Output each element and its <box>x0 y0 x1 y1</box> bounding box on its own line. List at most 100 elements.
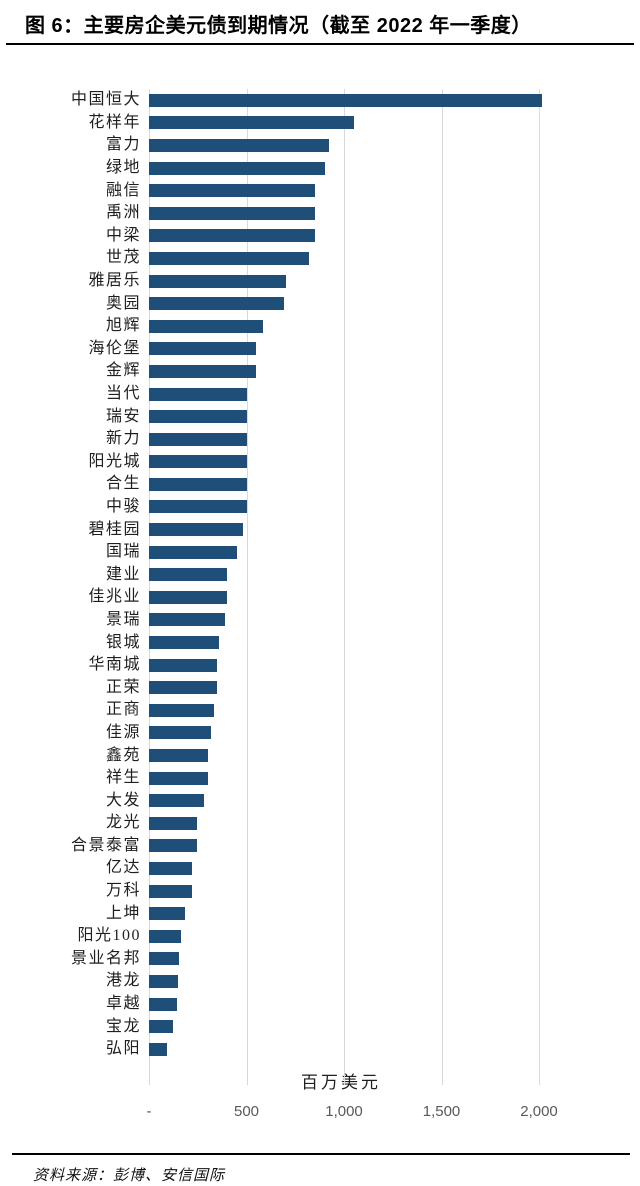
bar-row: 景瑞 <box>0 609 640 632</box>
footer-divider <box>12 1153 630 1155</box>
bar <box>149 500 247 514</box>
bar <box>149 613 226 627</box>
bar <box>149 206 315 220</box>
bar <box>149 568 227 582</box>
bar-track <box>149 364 640 378</box>
category-label: 雅居乐 <box>88 272 141 290</box>
bar <box>149 477 247 491</box>
category-label: 建业 <box>105 565 141 583</box>
bar <box>149 861 192 875</box>
bar-track <box>149 703 640 717</box>
bar-track <box>149 658 640 672</box>
bar-row: 禹洲 <box>0 202 640 225</box>
bar-track <box>149 274 640 288</box>
category-label: 景瑞 <box>105 610 141 628</box>
bar-track <box>149 952 640 966</box>
grid-line <box>344 89 345 1085</box>
bar-row: 世茂 <box>0 247 640 270</box>
bar-row: 大发 <box>0 789 640 812</box>
bar <box>149 410 247 424</box>
bar <box>149 907 186 921</box>
bar <box>149 771 208 785</box>
bar <box>149 658 218 672</box>
bar-row: 龙光 <box>0 812 640 835</box>
bar-row: 正荣 <box>0 676 640 699</box>
bar-track <box>149 500 640 514</box>
bar-track <box>149 771 640 785</box>
category-label: 正荣 <box>105 678 141 696</box>
x-axis-title: 百万美元 <box>301 1073 381 1092</box>
bar-row: 融信 <box>0 179 640 202</box>
bar-track <box>149 523 640 537</box>
category-label: 新力 <box>105 430 141 448</box>
bar-track <box>149 861 640 875</box>
bar-track <box>149 319 640 333</box>
category-label: 祥生 <box>105 769 141 787</box>
bar-row: 国瑞 <box>0 541 640 564</box>
bar-track <box>149 206 640 220</box>
bar-track <box>149 229 640 243</box>
category-label: 中国恒大 <box>70 91 141 109</box>
bar <box>149 184 315 198</box>
x-tick-label: 2,000 <box>520 1102 558 1120</box>
category-label: 卓越 <box>105 995 141 1013</box>
bar-row: 万科 <box>0 880 640 903</box>
bar-row: 港龙 <box>0 970 640 993</box>
category-label: 中梁 <box>105 226 141 244</box>
bar-row: 景业名邦 <box>0 948 640 971</box>
category-label: 禹洲 <box>105 204 141 222</box>
category-label: 银城 <box>105 633 141 651</box>
bar-row: 鑫苑 <box>0 744 640 767</box>
grid-line <box>149 89 150 1085</box>
bar <box>149 590 227 604</box>
grid-line <box>441 89 443 1085</box>
category-label: 金辉 <box>105 362 141 380</box>
bar-track <box>149 929 640 943</box>
bar-row: 亿达 <box>0 857 640 880</box>
category-label: 合生 <box>105 475 141 493</box>
bar <box>149 929 182 943</box>
category-label: 鑫苑 <box>105 746 141 764</box>
bar-track <box>149 138 640 152</box>
x-tick-label: - <box>146 1102 152 1120</box>
bar-track <box>149 387 640 401</box>
x-tick-label: 1,500 <box>422 1102 461 1120</box>
bar-row: 祥生 <box>0 767 640 790</box>
bar-row: 绿地 <box>0 157 640 180</box>
category-label: 融信 <box>105 181 141 199</box>
category-label: 宝龙 <box>105 1017 141 1035</box>
bar-row: 卓越 <box>0 993 640 1016</box>
bar-track <box>149 184 640 198</box>
category-label: 合景泰富 <box>70 836 141 854</box>
category-label: 大发 <box>105 791 141 809</box>
bar-track <box>149 681 640 695</box>
category-label: 华南城 <box>88 656 141 674</box>
bar-row: 碧桂园 <box>0 518 640 541</box>
bar <box>149 342 257 356</box>
grid-line <box>539 89 540 1085</box>
bar-row: 建业 <box>0 563 640 586</box>
bar-row: 旭辉 <box>0 315 640 338</box>
bar <box>149 997 178 1011</box>
bar <box>149 251 309 265</box>
bar <box>149 1020 174 1034</box>
bar <box>149 319 264 333</box>
bar <box>149 749 208 763</box>
bar-track <box>149 974 640 988</box>
bar-row: 合生 <box>0 473 640 496</box>
bar-row: 上坤 <box>0 902 640 925</box>
bar <box>149 116 354 130</box>
bar <box>149 703 215 717</box>
bar <box>149 432 247 446</box>
bar <box>149 274 286 288</box>
bar <box>149 726 212 740</box>
bar-row: 富力 <box>0 134 640 157</box>
bar-row: 华南城 <box>0 654 640 677</box>
bar <box>149 161 325 175</box>
bar-track <box>149 884 640 898</box>
bar <box>149 681 218 695</box>
category-label: 景业名邦 <box>70 949 141 967</box>
bar-track <box>149 839 640 853</box>
bar <box>149 816 197 830</box>
bar-track <box>149 410 640 424</box>
